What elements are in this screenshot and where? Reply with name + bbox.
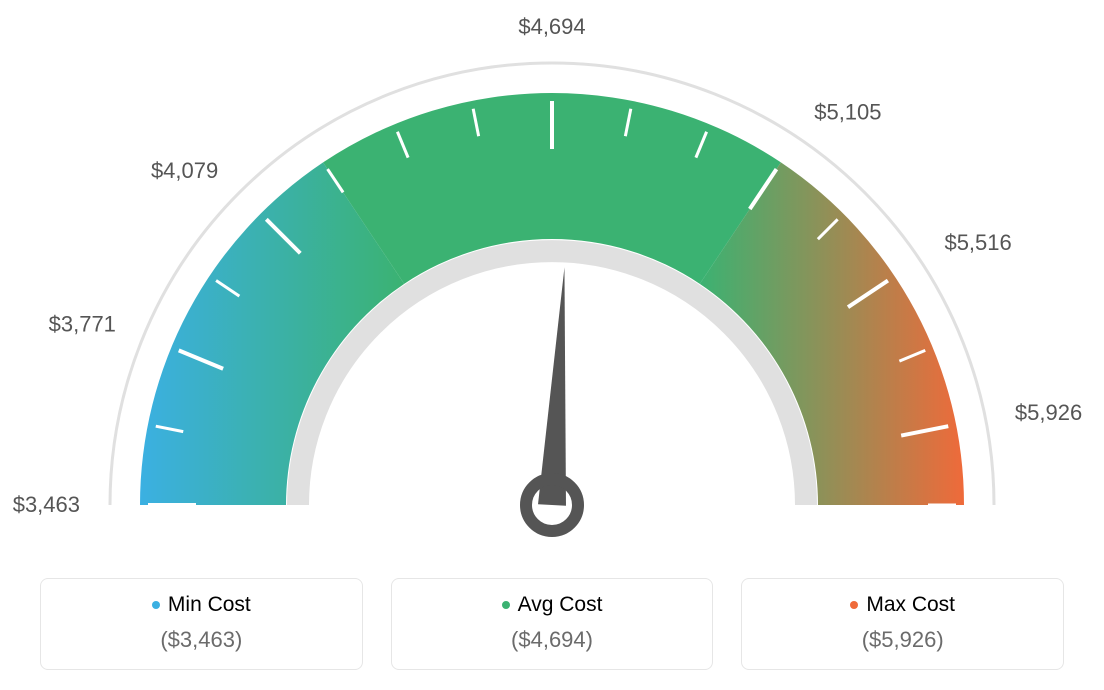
dot-avg-icon (502, 601, 510, 609)
legend-value-min: ($3,463) (51, 627, 352, 653)
legend-row: Min Cost ($3,463) Avg Cost ($4,694) Max … (0, 578, 1104, 670)
legend-card-avg: Avg Cost ($4,694) (391, 578, 714, 670)
gauge-tick-label: $4,694 (518, 14, 585, 39)
legend-value-max: ($5,926) (752, 627, 1053, 653)
gauge-tick-label: $5,105 (814, 100, 881, 125)
gauge-tick-label: $4,079 (151, 158, 218, 183)
gauge-svg: $3,463 $3,771 $4,079 $4,694 $5,105 $5,516 $5,9… (0, 0, 1104, 560)
legend-card-max: Max Cost ($5,926) (741, 578, 1064, 670)
legend-card-min: Min Cost ($3,463) (40, 578, 363, 670)
legend-label-max: Max Cost (866, 593, 955, 617)
legend-title-min: Min Cost (152, 593, 251, 617)
legend-label-avg: Avg Cost (518, 593, 603, 617)
legend-value-avg: ($4,694) (402, 627, 703, 653)
dot-min-icon (152, 601, 160, 609)
legend-title-avg: Avg Cost (502, 593, 603, 617)
dot-max-icon (850, 601, 858, 609)
legend-label-min: Min Cost (168, 593, 251, 617)
legend-title-max: Max Cost (850, 593, 955, 617)
gauge-tick-label: $5,516 (944, 230, 1011, 255)
gauge-tick-label: $3,771 (49, 311, 116, 336)
cost-gauge-chart: $3,463 $3,771 $4,079 $4,694 $5,105 $5,516 $5,9… (0, 0, 1104, 690)
gauge-area: $3,463 $3,771 $4,079 $4,694 $5,105 $5,516 $5,9… (0, 0, 1104, 560)
gauge-tick-label: $5,926 (1015, 400, 1082, 425)
gauge-tick-label: $3,463 (13, 492, 80, 517)
gauge-needle (538, 267, 566, 505)
